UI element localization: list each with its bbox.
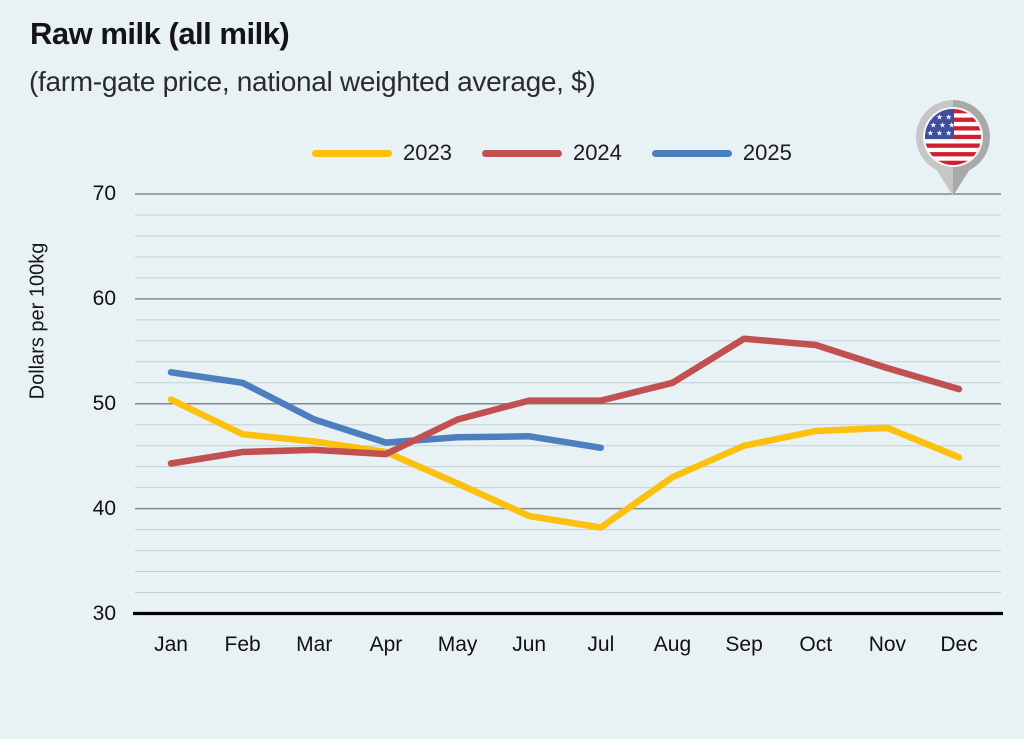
y-tick-label: 50	[92, 391, 116, 415]
x-tick-label: Nov	[868, 633, 907, 656]
us-flag: ★ ★ ★ ★ ★ ★ ★ ★ ★	[925, 109, 981, 165]
legend-item-2024: 2024	[481, 140, 622, 166]
svg-text:★ ★ ★: ★ ★ ★	[927, 113, 952, 122]
series-lines	[167, 335, 963, 531]
y-tick-label: 70	[92, 182, 116, 205]
x-tick-label: Sep	[725, 633, 763, 656]
legend-item-2023: 2023	[312, 140, 452, 166]
x-tick-label: Jul	[587, 633, 615, 656]
series-line-2025	[167, 369, 605, 452]
x-tick-label: Apr	[369, 633, 403, 656]
chart-legend: 2023 2024 2025	[312, 140, 792, 166]
legend-label: 2025	[742, 140, 792, 165]
y-tick-label: 60	[92, 286, 116, 310]
legend-label: 2023	[403, 140, 452, 165]
x-tick-label: Aug	[653, 633, 692, 656]
page-subtitle: (farm-gate price, national weighted aver…	[29, 66, 596, 97]
us-flag-map-pin-icon: ★ ★ ★ ★ ★ ★ ★ ★ ★	[916, 100, 990, 196]
y-tick-label: 40	[92, 496, 116, 520]
x-tick-label: May	[437, 633, 478, 656]
series-line-2023	[167, 396, 963, 531]
x-tick-label: Oct	[799, 633, 833, 656]
legend-label: 2024	[572, 140, 622, 165]
legend-swatch-2024	[481, 149, 562, 157]
gridlines-minor	[135, 214, 1001, 594]
legend-item-2025: 2025	[651, 140, 792, 166]
series-line-2024	[167, 335, 963, 467]
y-axis-title: Dollars per 100kg	[26, 242, 49, 400]
x-tick-label: Jun	[512, 633, 547, 656]
page-title: Raw milk (all milk)	[30, 16, 290, 51]
gridlines-major	[135, 193, 1001, 510]
x-tick-label: Jan	[154, 633, 188, 656]
svg-text:★ ★ ★: ★ ★ ★	[930, 121, 955, 130]
svg-text:★ ★ ★: ★ ★ ★	[927, 129, 952, 138]
y-tick-label: 30	[92, 601, 116, 625]
x-tick-label: Mar	[296, 633, 333, 656]
flag-stars: ★ ★ ★ ★ ★ ★ ★ ★ ★	[927, 113, 955, 138]
legend-swatch-2023	[312, 149, 392, 157]
legend-swatch-2025	[651, 149, 732, 157]
x-tick-label: Feb	[224, 633, 261, 656]
x-tick-label: Dec	[940, 633, 978, 656]
